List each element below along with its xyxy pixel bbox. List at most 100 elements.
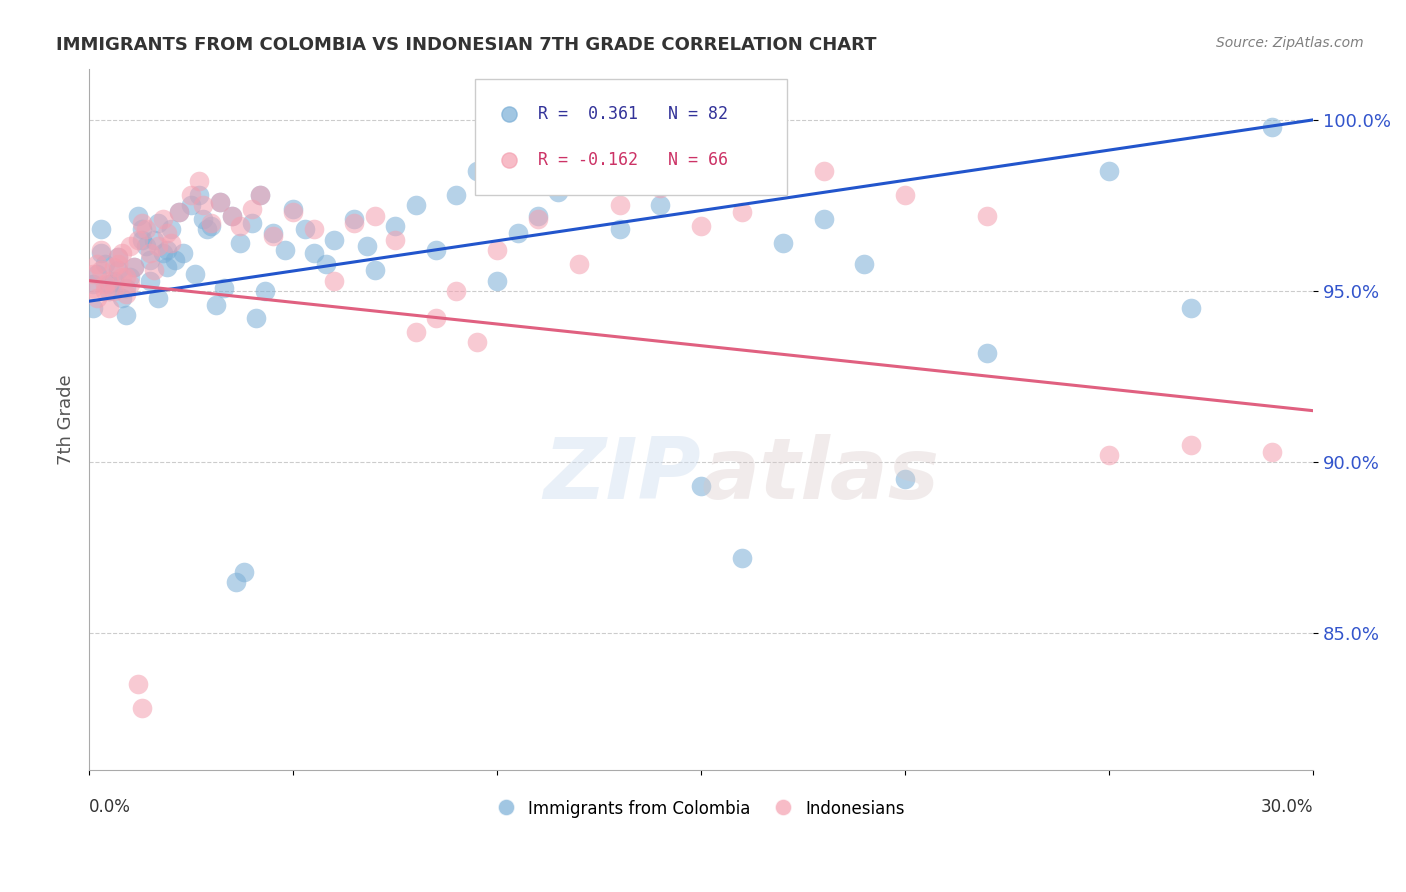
Point — [221, 209, 243, 223]
Point — [249, 188, 271, 202]
Point — [405, 198, 427, 212]
Point — [405, 325, 427, 339]
Point — [384, 219, 406, 233]
Point — [225, 574, 247, 589]
Point — [148, 215, 170, 229]
Point — [114, 287, 136, 301]
Point — [229, 219, 252, 233]
Point — [98, 301, 121, 315]
Point — [127, 677, 149, 691]
Point — [107, 263, 129, 277]
Point — [193, 198, 215, 212]
FancyBboxPatch shape — [475, 79, 787, 194]
Point — [609, 198, 631, 212]
Point — [853, 256, 876, 270]
Point — [159, 235, 181, 250]
Point — [180, 198, 202, 212]
Point — [193, 212, 215, 227]
Point — [1098, 164, 1121, 178]
Point — [122, 260, 145, 274]
Point — [180, 188, 202, 202]
Point — [1180, 301, 1202, 315]
Point — [221, 209, 243, 223]
Point — [356, 239, 378, 253]
Point — [650, 198, 672, 212]
Point — [122, 260, 145, 274]
Point — [167, 205, 190, 219]
Point — [148, 291, 170, 305]
Point — [364, 263, 387, 277]
Point — [486, 274, 509, 288]
Point — [249, 188, 271, 202]
Point — [152, 212, 174, 227]
Point — [486, 243, 509, 257]
Point — [155, 243, 177, 257]
Point — [1180, 438, 1202, 452]
Point — [139, 253, 162, 268]
Point — [98, 274, 121, 288]
Point — [90, 222, 112, 236]
Point — [294, 222, 316, 236]
Y-axis label: 7th Grade: 7th Grade — [58, 374, 75, 465]
Point — [103, 274, 125, 288]
Point — [94, 277, 117, 291]
Point — [82, 267, 104, 281]
Point — [159, 222, 181, 236]
Point — [103, 260, 125, 274]
Point — [425, 243, 447, 257]
Point — [322, 274, 344, 288]
Point — [82, 277, 104, 291]
Point — [114, 308, 136, 322]
Point — [114, 270, 136, 285]
Point — [90, 243, 112, 257]
Point — [527, 212, 550, 227]
Point — [568, 256, 591, 270]
Point — [894, 472, 917, 486]
Point — [465, 164, 488, 178]
Point — [976, 345, 998, 359]
Point — [262, 226, 284, 240]
Point — [813, 212, 835, 227]
Point — [343, 212, 366, 227]
Point — [197, 222, 219, 236]
Point — [98, 284, 121, 298]
Point — [131, 233, 153, 247]
Point — [118, 239, 141, 253]
Text: atlas: atlas — [702, 434, 939, 516]
Point — [111, 246, 134, 260]
Point — [588, 174, 610, 188]
Point — [135, 222, 157, 236]
Text: R =  0.361   N = 82: R = 0.361 N = 82 — [538, 105, 728, 123]
Point — [731, 550, 754, 565]
Point — [127, 233, 149, 247]
Point — [976, 209, 998, 223]
Point — [609, 222, 631, 236]
Point — [547, 185, 569, 199]
Point — [465, 335, 488, 350]
Point — [233, 565, 256, 579]
Point — [240, 202, 263, 216]
Point — [148, 239, 170, 253]
Point — [94, 284, 117, 298]
Point — [208, 194, 231, 209]
Point — [98, 277, 121, 291]
Point — [731, 205, 754, 219]
Point — [240, 215, 263, 229]
Point — [813, 164, 835, 178]
Point — [172, 246, 194, 260]
Point — [690, 479, 713, 493]
Legend: Immigrants from Colombia, Indonesians: Immigrants from Colombia, Indonesians — [491, 793, 911, 825]
Point — [1261, 120, 1284, 134]
Point — [139, 246, 162, 260]
Point — [82, 301, 104, 315]
Point — [253, 284, 276, 298]
Point — [107, 250, 129, 264]
Point — [135, 239, 157, 253]
Point — [281, 205, 304, 219]
Point — [131, 215, 153, 229]
Point — [118, 270, 141, 285]
Point — [86, 267, 108, 281]
Point — [163, 253, 186, 268]
Point — [103, 284, 125, 298]
Point — [188, 188, 211, 202]
